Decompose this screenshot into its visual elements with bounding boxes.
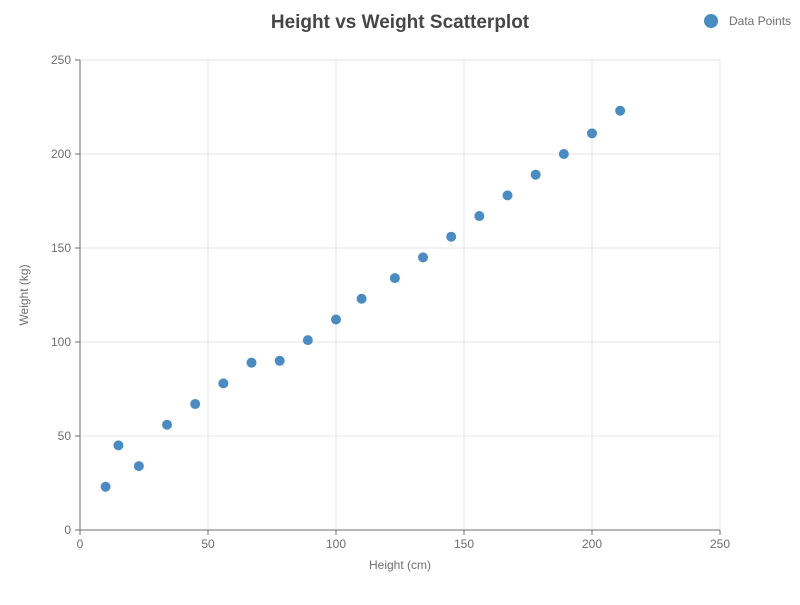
data-point[interactable] (133, 461, 144, 472)
data-point[interactable] (418, 252, 429, 263)
data-point[interactable] (474, 211, 485, 222)
x-tick-label: 150 (454, 537, 474, 551)
data-point[interactable] (302, 335, 313, 346)
chart-title: Height vs Weight Scatterplot (271, 12, 530, 33)
y-tick-label: 200 (51, 147, 71, 161)
data-point[interactable] (446, 231, 457, 242)
y-tick-label: 0 (64, 523, 71, 537)
data-points-layer (100, 105, 626, 492)
data-point[interactable] (356, 293, 367, 304)
x-tick-label: 250 (710, 537, 730, 551)
axes-layer (79, 60, 720, 531)
x-tick-label: 0 (77, 537, 84, 551)
y-axis-label: Weight (kg) (17, 264, 31, 325)
data-point[interactable] (587, 128, 597, 139)
data-point[interactable] (190, 399, 201, 410)
data-point[interactable] (100, 481, 111, 492)
y-tick-label: 150 (51, 241, 71, 255)
data-point[interactable] (162, 419, 173, 430)
x-tick-label: 100 (326, 537, 346, 551)
data-point[interactable] (615, 105, 626, 116)
data-point[interactable] (274, 355, 285, 366)
legend[interactable]: Data Points (704, 14, 791, 28)
data-point[interactable] (389, 273, 400, 284)
x-tick-label: 50 (201, 537, 215, 551)
data-point[interactable] (558, 149, 569, 159)
x-axis-label: Height (cm) (369, 558, 431, 572)
legend-label-data-points: Data Points (729, 14, 791, 28)
ticks-layer: 0 50 100 150 200 250 0 50 100 150 200 250 (51, 53, 730, 551)
y-tick-label: 100 (51, 335, 71, 349)
legend-marker-data-points (704, 14, 718, 28)
data-point[interactable] (502, 190, 513, 201)
data-point[interactable] (218, 378, 229, 389)
y-tick-label: 250 (51, 53, 71, 67)
data-point[interactable] (113, 440, 124, 451)
x-tick-label: 200 (582, 537, 602, 551)
data-point[interactable] (246, 357, 257, 368)
data-point[interactable] (530, 169, 541, 180)
grid-layer (80, 59, 721, 530)
data-point[interactable] (331, 314, 341, 325)
y-tick-label: 50 (58, 429, 72, 443)
